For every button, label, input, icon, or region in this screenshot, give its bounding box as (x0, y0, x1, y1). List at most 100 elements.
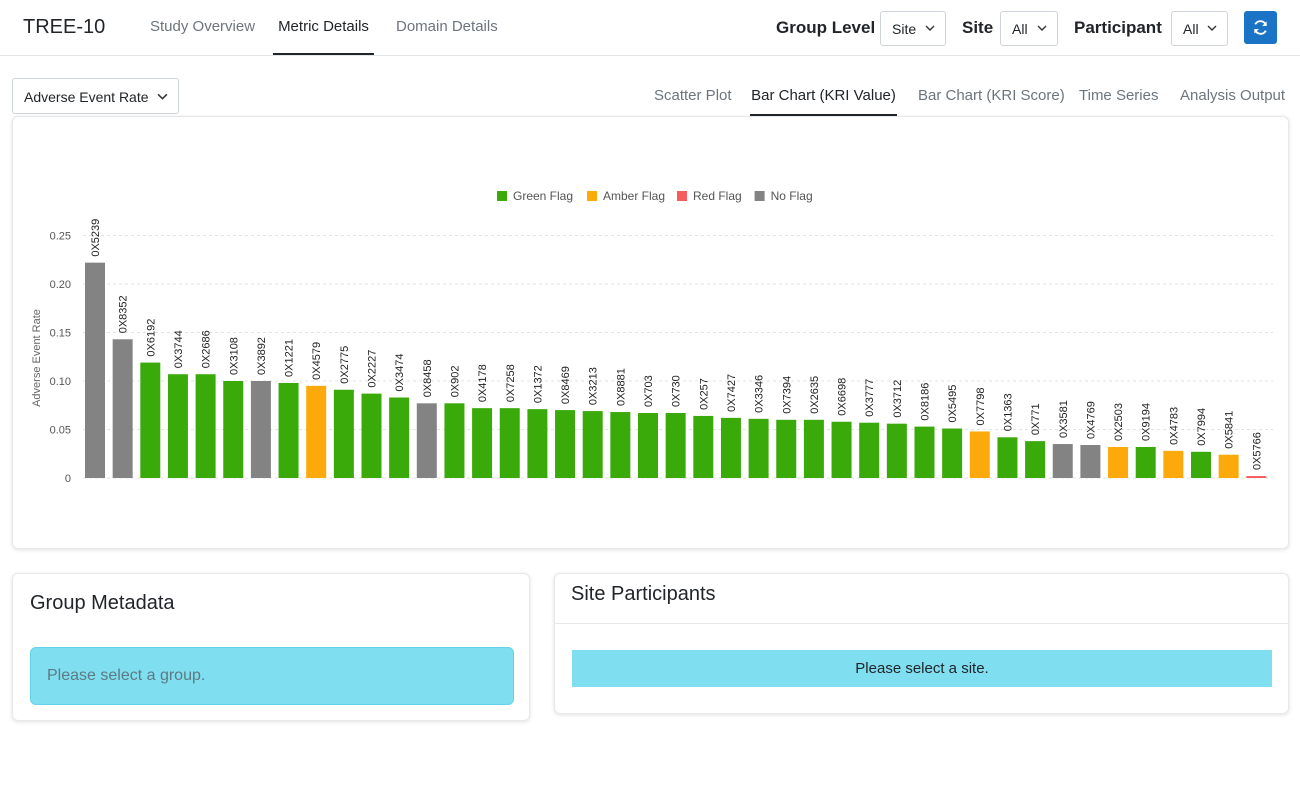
chart-bar (1080, 445, 1101, 478)
chart-bar (1163, 450, 1184, 478)
chart-bar (85, 262, 105, 478)
bar-data-label: 0X5841 (1224, 411, 1236, 449)
bar-data-label: 0X771 (1030, 403, 1042, 435)
bar-data-label: 0X4178 (477, 364, 489, 402)
chart-bar (389, 397, 410, 478)
chart-bar (720, 417, 741, 478)
group-metadata-title: Group Metadata (30, 592, 175, 614)
refresh-icon (1254, 20, 1267, 35)
bar-data-label: 0X5239 (90, 219, 102, 257)
bar-data-label: 0X3108 (228, 337, 240, 375)
chart-bar (776, 419, 797, 478)
legend-label: No Flag (771, 189, 813, 203)
chart-bar (416, 403, 437, 478)
bar-data-label: 0X1363 (1002, 393, 1014, 431)
chart-bar (472, 408, 493, 478)
legend-swatch (497, 191, 507, 201)
bar-data-label: 0X257 (698, 378, 710, 410)
y-tick-label: 0.10 (50, 376, 71, 388)
chart-bar (803, 419, 824, 478)
chart-bar (278, 382, 299, 478)
bar-data-label: 0X2775 (339, 346, 351, 384)
refresh-button[interactable] (1244, 11, 1277, 44)
site-participants-card: Site Participants Please select a site. (554, 573, 1289, 714)
chart-bar (831, 421, 852, 478)
tab-analysis-output[interactable]: Analysis Output (1180, 87, 1286, 104)
y-tick-label: 0.15 (50, 328, 71, 340)
legend-label: Green Flag (513, 189, 573, 203)
chart-bar (969, 431, 990, 478)
bar-data-label: 0X4579 (311, 342, 323, 380)
tab-study-overview[interactable]: Study Overview (150, 18, 256, 35)
bar-data-label: 0X3581 (1058, 400, 1070, 438)
bar-data-label: 0X8458 (422, 359, 434, 397)
chevron-down-icon (1037, 25, 1047, 31)
bar-data-label: 0X7798 (975, 388, 987, 426)
tab-metric-details[interactable]: Metric Details (273, 18, 374, 55)
chart-bar (748, 418, 769, 478)
tab-bar-chart-kri-score[interactable]: Bar Chart (KRI Score) (918, 87, 1065, 104)
bar-data-label: 0X8186 (920, 383, 932, 421)
chart-bar (250, 381, 271, 478)
chart-bar (140, 362, 161, 478)
chart-bar (1246, 476, 1267, 478)
chart-bar (997, 437, 1018, 478)
chart-bar (361, 393, 382, 478)
site-select[interactable]: All (1000, 11, 1058, 46)
chart-bar (195, 374, 216, 478)
group-metadata-alert: Please select a group. (30, 647, 514, 705)
group-metadata-card: Group Metadata Please select a group. (12, 573, 530, 721)
participant-label: Participant (1074, 18, 1162, 37)
legend-label: Amber Flag (603, 189, 665, 203)
chart-bar (638, 413, 658, 478)
participant-select[interactable]: All (1171, 11, 1228, 46)
bar-data-label: 0X703 (643, 375, 655, 407)
chart-bar (610, 412, 631, 478)
chart-bar (859, 422, 880, 478)
chart-bar (942, 428, 963, 478)
y-tick-label: 0.20 (50, 279, 71, 291)
tab-time-series[interactable]: Time Series (1079, 87, 1159, 104)
bar-data-label: 0X8881 (615, 368, 627, 406)
site-participants-title: Site Participants (571, 583, 716, 605)
tab-bar-chart-kri-value[interactable]: Bar Chart (KRI Value) (750, 87, 897, 116)
group-level-value: Site (892, 21, 917, 37)
chart-bar (306, 385, 327, 478)
chart-bar (665, 413, 686, 478)
site-participants-alert: Please select a site. (572, 650, 1272, 687)
legend-swatch (754, 191, 765, 201)
bar-data-label: 0X4769 (1085, 401, 1097, 439)
tab-domain-details[interactable]: Domain Details (396, 18, 498, 35)
bar-data-label: 0X7427 (726, 374, 738, 412)
bar-data-label: 0X9194 (1141, 403, 1153, 441)
bar-data-label: 0X902 (449, 365, 461, 397)
bar-data-label: 0X7258 (505, 364, 517, 402)
chart-bar (555, 410, 576, 478)
legend-label: Red Flag (693, 189, 742, 203)
bar-data-label: 0X8352 (118, 295, 130, 333)
bar-data-label: 0X1372 (532, 365, 544, 403)
chart-bar (1108, 446, 1129, 478)
bar-data-label: 0X2686 (201, 330, 213, 368)
legend-swatch (677, 191, 687, 201)
bar-data-label: 0X7994 (1196, 408, 1208, 446)
bar-data-label: 0X2635 (809, 376, 821, 414)
chevron-down-icon (157, 93, 168, 100)
chart-bar (693, 415, 714, 478)
y-tick-label: 0.05 (50, 425, 71, 437)
chevron-down-icon (925, 25, 935, 31)
chart-bar (112, 339, 133, 478)
tab-scatter-plot[interactable]: Scatter Plot (654, 87, 732, 104)
bar-data-label: 0X3346 (754, 375, 766, 413)
metric-select[interactable]: Adverse Event Rate (12, 78, 179, 114)
site-label: Site (962, 18, 994, 37)
y-tick-label: 0.25 (50, 231, 71, 243)
y-tick-label: 0 (65, 473, 71, 485)
app-brand[interactable]: TREE-10 (23, 16, 106, 38)
chart-bar (914, 426, 935, 478)
bar-data-label: 0X6192 (145, 319, 157, 357)
chart-bar (1218, 454, 1239, 478)
chart-bar (1135, 446, 1156, 478)
group-level-select[interactable]: Site (880, 11, 946, 46)
kri-bar-chart: 0 0.05 0.10 0.15 0.20 0.25 Adverse Event Rate G… (31, 189, 1273, 485)
